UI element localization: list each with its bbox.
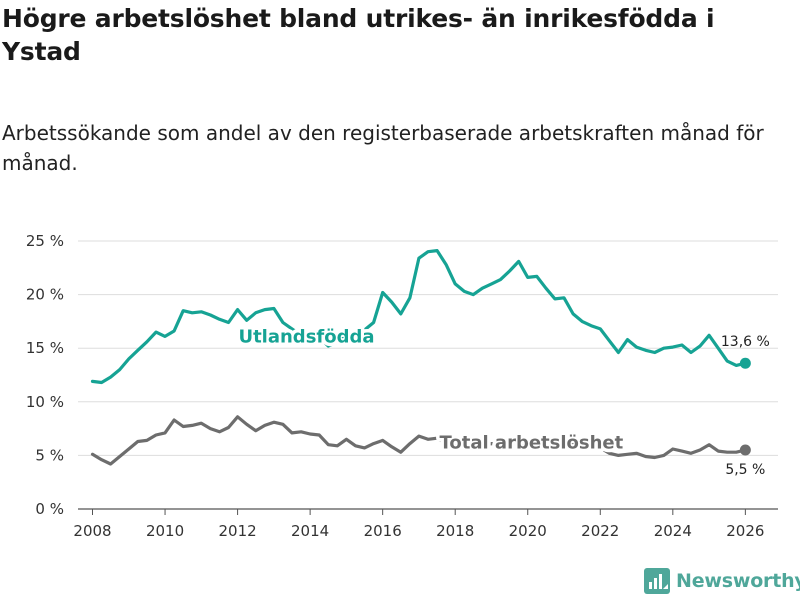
y-tick-label: 0 % xyxy=(35,500,64,518)
x-tick-label: 2024 xyxy=(654,522,692,540)
y-tick-label: 25 % xyxy=(26,232,64,250)
newsworthy-logo-icon xyxy=(644,568,670,594)
y-tick-label: 15 % xyxy=(26,339,64,357)
series-label-utlandsf-dda: Utlandsfödda xyxy=(238,326,374,347)
y-tick-label: 5 % xyxy=(35,446,64,464)
x-tick-label: 2010 xyxy=(146,522,184,540)
x-tick-label: 2020 xyxy=(509,522,547,540)
y-tick-label: 10 % xyxy=(26,393,64,411)
series-label-total-arbetsl-shet: Total arbetslöshet xyxy=(439,433,623,454)
series-end-label: 5,5 % xyxy=(725,462,765,478)
brand-name: Newsworthy xyxy=(676,570,800,592)
series-line-total-arbetsl-shet xyxy=(90,415,747,466)
chart-title: Högre arbetslöshet bland utrikes- än inr… xyxy=(2,4,715,66)
x-tick-label: 2014 xyxy=(291,522,329,540)
x-tick-label: 2016 xyxy=(364,522,402,540)
series-end-label: 13,6 % xyxy=(721,334,770,350)
y-tick-label: 20 % xyxy=(26,286,64,304)
x-tick-label: 2022 xyxy=(581,522,619,540)
series-end-point-total-arbetsl-shet xyxy=(739,444,751,456)
x-tick-label: 2026 xyxy=(726,522,764,540)
brand: Newsworthy xyxy=(644,568,800,594)
series-line-utlandsf-dda xyxy=(90,249,747,385)
x-tick-label: 2018 xyxy=(436,522,474,540)
series-end-point-utlandsf-dda xyxy=(739,357,751,369)
x-tick-label: 2008 xyxy=(73,522,111,540)
chart-subtitle: Arbetssökande som andel av den registerb… xyxy=(2,121,764,175)
x-tick-label: 2012 xyxy=(218,522,256,540)
